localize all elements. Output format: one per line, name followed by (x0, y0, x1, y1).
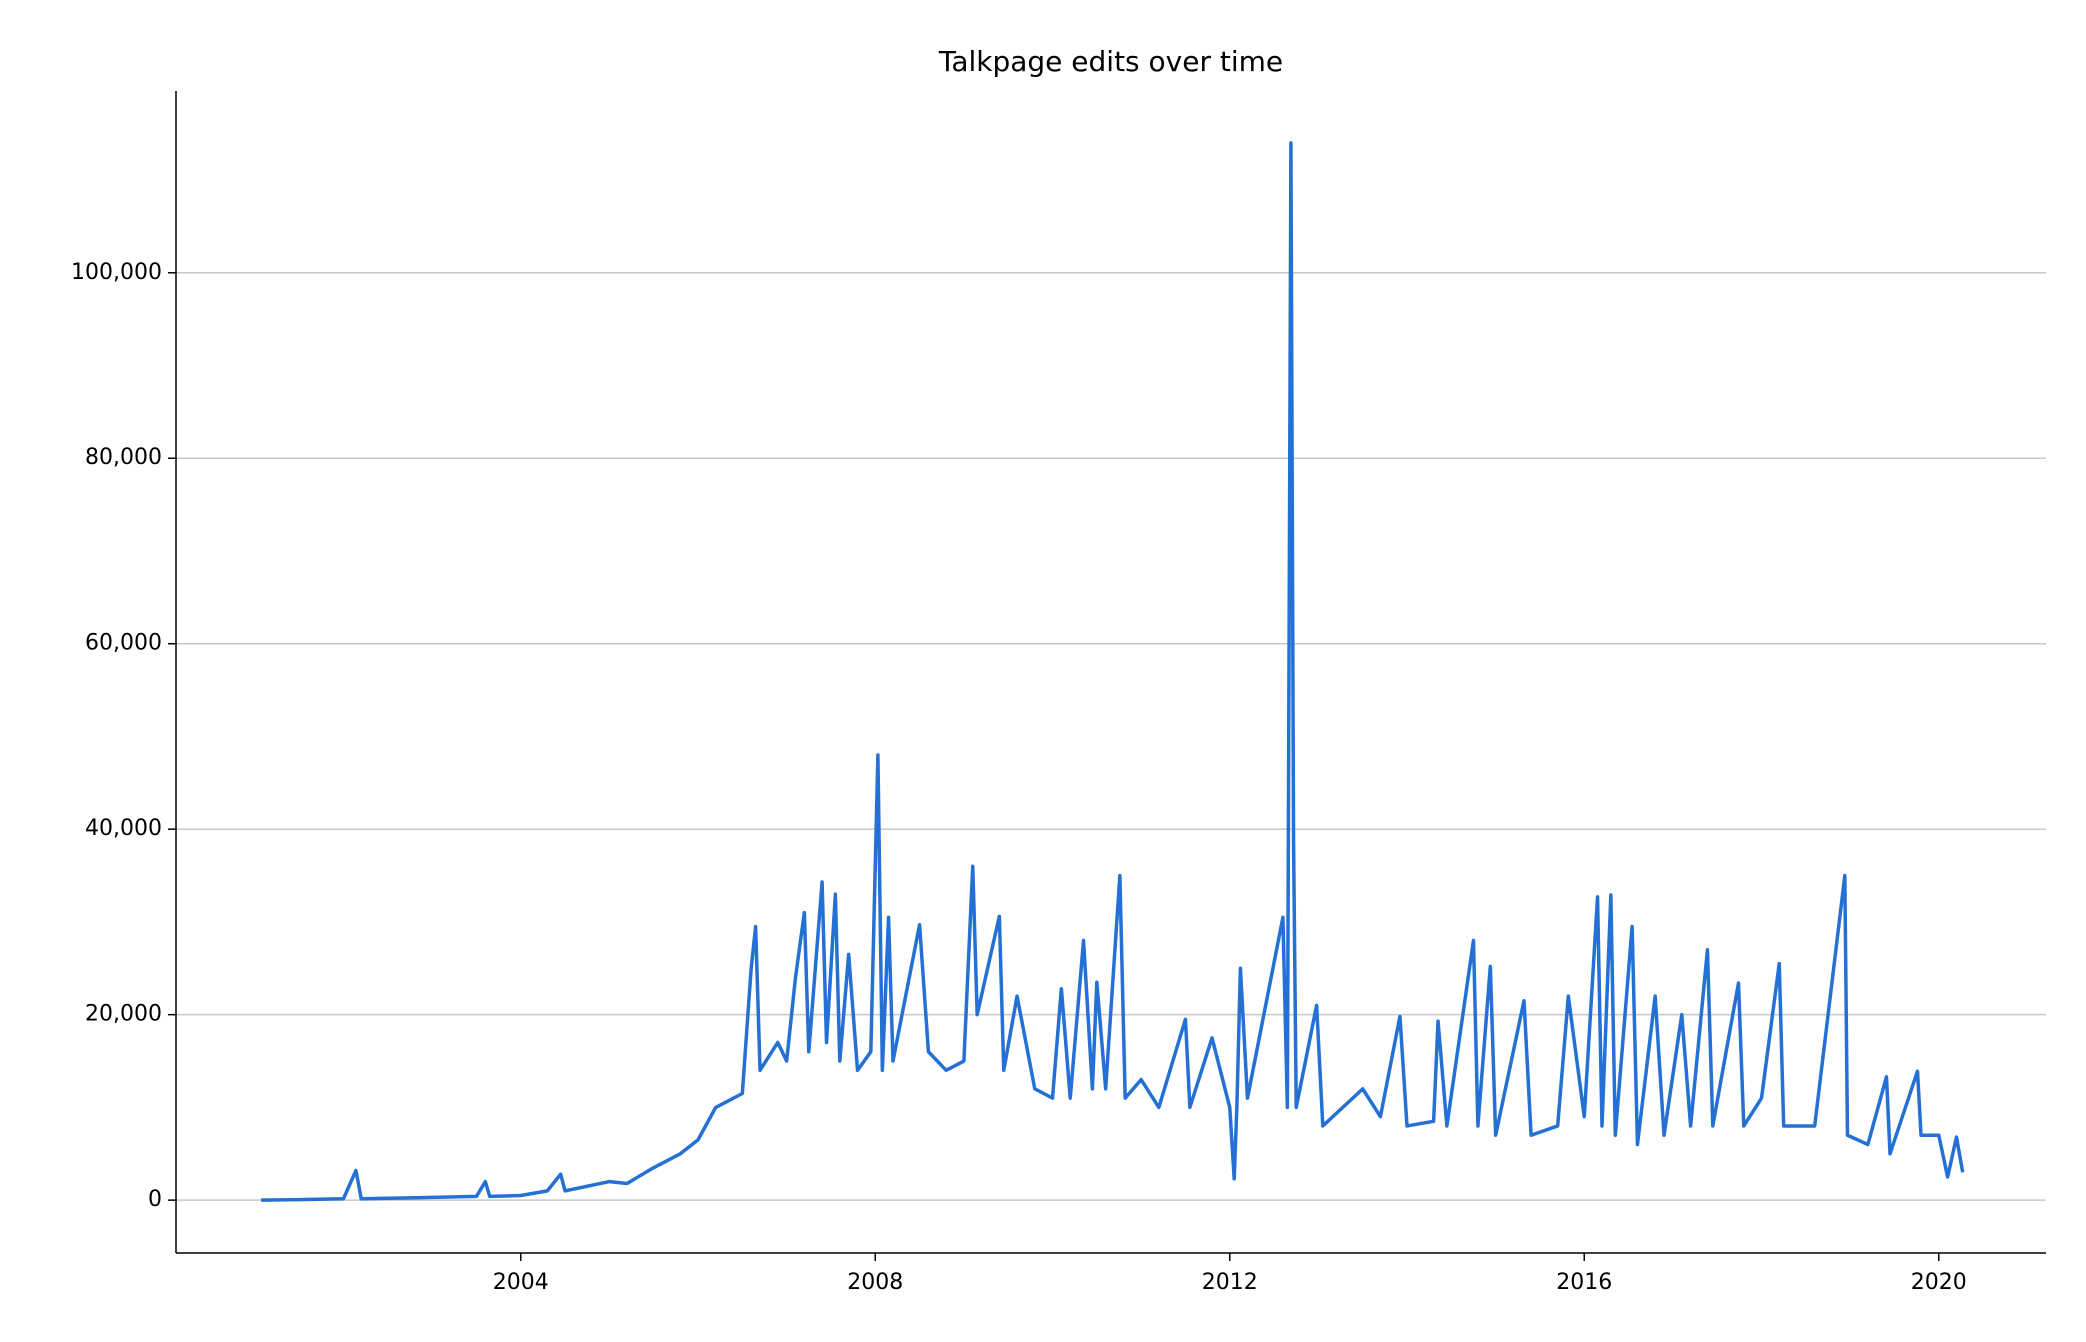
x-tick-label: 2020 (1911, 1270, 1967, 1295)
y-tick-label: 0 (148, 1187, 162, 1212)
y-tick-label: 40,000 (85, 816, 162, 841)
x-tick-label: 2012 (1202, 1270, 1258, 1295)
x-tick-label: 2008 (847, 1270, 903, 1295)
x-tick-label: 2004 (493, 1270, 549, 1295)
y-tick-label: 60,000 (85, 631, 162, 656)
x-tick-label: 2016 (1556, 1270, 1612, 1295)
y-tick-label: 20,000 (85, 1002, 162, 1027)
chart-title: Talkpage edits over time (938, 45, 1283, 78)
y-tick-label: 80,000 (85, 445, 162, 470)
data-line (261, 141, 1965, 1202)
y-tick-label: 100,000 (71, 260, 162, 285)
